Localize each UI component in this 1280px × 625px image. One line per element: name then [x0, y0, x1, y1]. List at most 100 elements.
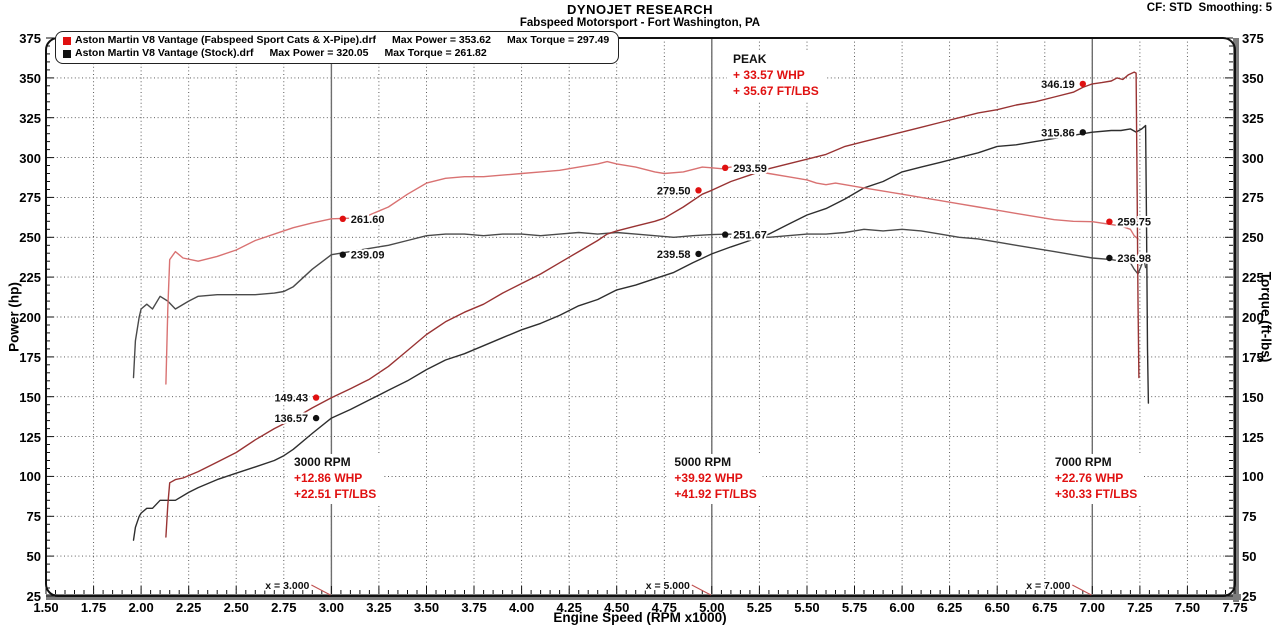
data-point-label: 293.59 — [733, 163, 767, 175]
data-point-label: 136.57 — [274, 413, 308, 425]
y-tick-label-left: 375 — [19, 31, 41, 46]
data-point-label: 239.09 — [351, 250, 385, 262]
x-tick-label: 7.50 — [1174, 600, 1201, 615]
data-point-label: 236.98 — [1117, 253, 1151, 265]
y-tick-label-right: 150 — [1242, 389, 1264, 405]
x-tick-label: 1.50 — [33, 600, 59, 615]
y-tick-label-left: 50 — [26, 549, 41, 565]
legend-entry-stock: Aston Martin V8 Vantage (Stock).drf Max … — [63, 47, 609, 60]
data-point-label: 149.43 — [274, 393, 308, 405]
marker-label: x = 5.000 — [646, 580, 690, 592]
annotation-rpm-3000: 3000 RPM +12.86 WHP +22.51 FT/LBS — [287, 454, 383, 505]
marker-label-leader — [691, 584, 712, 596]
y-tick-label-left: 175 — [19, 349, 41, 365]
x-tick-label: 3.00 — [318, 600, 345, 615]
x-tick-label: 5.00 — [699, 600, 725, 615]
y-tick-label-left: 150 — [19, 389, 41, 405]
marker-label-leader — [1072, 584, 1092, 596]
x-tick-label: 6.00 — [889, 600, 915, 615]
y-tick-label-right: 125 — [1242, 429, 1264, 445]
annotation-line: + 35.67 FT/LBS — [733, 83, 819, 98]
y-tick-label-left: 100 — [19, 469, 41, 485]
y-tick-label-right: 375 — [1242, 31, 1264, 46]
x-tick-label: 2.75 — [271, 600, 297, 615]
legend-marker-red-icon — [63, 36, 71, 45]
x-tick-label: 7.75 — [1222, 600, 1248, 615]
x-tick-label: 2.00 — [128, 600, 154, 615]
data-point-label: 259.75 — [1117, 217, 1151, 229]
y-tick-label-left: 125 — [19, 429, 41, 445]
x-tick-label: 4.25 — [556, 600, 582, 615]
data-point-label: 315.86 — [1041, 127, 1075, 139]
data-point-dot — [695, 187, 702, 194]
data-point-dot — [1079, 80, 1087, 88]
legend-max-power: Max Power = 353.62 — [392, 34, 491, 46]
legend-entry-fabspeed: Aston Martin V8 Vantage (Fabspeed Sport … — [63, 34, 609, 47]
marker-label-leader — [311, 584, 331, 596]
data-point-dot — [1106, 218, 1113, 225]
y-tick-label-right: 250 — [1242, 230, 1264, 246]
data-point-dot — [339, 215, 346, 222]
correction-smoothing-settings: CF: STD Smoothing: 5 — [1146, 2, 1272, 14]
data-point-dot — [1079, 129, 1087, 136]
y-tick-label-right: 350 — [1242, 70, 1264, 86]
curve-stock-torque — [132, 228, 1147, 379]
data-point-dot — [339, 251, 346, 258]
legend-run-name: Aston Martin V8 Vantage (Fabspeed Sport … — [75, 34, 377, 46]
x-tick-label: 6.75 — [1032, 600, 1058, 615]
legend-marker-black-icon — [63, 49, 71, 58]
y-tick-label-right: 25 — [1242, 589, 1257, 604]
data-point-label: 239.58 — [657, 249, 691, 261]
y-tick-label-right: 325 — [1242, 110, 1264, 126]
legend-max-power: Max Power = 320.05 — [269, 47, 369, 59]
legend-run-name: Aston Martin V8 Vantage (Stock).drf — [75, 47, 254, 59]
x-tick-label: 2.50 — [223, 600, 249, 615]
data-point-dot — [312, 414, 320, 422]
curve-fabspeed-power — [165, 71, 1140, 538]
y-tick-label-left: 25 — [26, 589, 41, 604]
x-tick-label: 3.25 — [366, 600, 392, 615]
y-tick-label-left: 325 — [19, 110, 41, 126]
x-tick-label: 5.25 — [746, 600, 773, 615]
data-point-label: 251.67 — [733, 230, 767, 242]
marker-label: x = 3.000 — [265, 580, 309, 592]
data-point-dot — [1106, 254, 1113, 262]
y-tick-label-left: 225 — [19, 270, 41, 286]
y-tick-label-right: 50 — [1242, 549, 1257, 565]
annotation-line: + 33.57 WHP — [733, 67, 805, 82]
annotation-line: PEAK — [733, 51, 767, 66]
curve-fabspeed-torque — [165, 160, 1139, 385]
annotation-line: +22.51 FT/LBS — [293, 487, 377, 502]
y-tick-label-left: 250 — [19, 230, 41, 246]
annotation-line: 7000 RPM — [1054, 455, 1112, 470]
x-tick-label: 3.75 — [461, 600, 487, 615]
data-point-label: 261.60 — [351, 214, 385, 226]
annotation-line: +41.92 FT/LBS — [674, 487, 757, 502]
y-tick-label-right: 200 — [1242, 310, 1264, 325]
y-tick-label-left: 300 — [19, 150, 41, 166]
x-tick-label: 6.25 — [936, 600, 963, 615]
page-subtitle: Fabspeed Motorsport - Fort Washington, P… — [519, 17, 761, 29]
x-tick-label: 4.50 — [604, 600, 630, 615]
x-tick-label: 6.50 — [984, 600, 1010, 615]
annotation-peak: PEAK + 33.57 WHP + 35.67 FT/LBS — [727, 50, 825, 101]
y-tick-label-left: 200 — [19, 310, 41, 325]
curve-stock-power — [132, 124, 1150, 541]
x-tick-label: 5.50 — [794, 600, 820, 615]
x-tick-label: 7.00 — [1079, 600, 1105, 615]
y-tick-label-right: 275 — [1242, 190, 1264, 206]
x-tick-label: 4.75 — [651, 600, 677, 615]
annotation-line: +39.92 WHP — [674, 471, 743, 486]
page-title: DYNOJET RESEARCH — [567, 2, 713, 17]
y-tick-label-right: 225 — [1242, 270, 1264, 286]
annotation-line: +12.86 WHP — [293, 471, 363, 486]
y-tick-label-right: 75 — [1242, 509, 1257, 525]
x-tick-label: 7.25 — [1127, 600, 1153, 615]
data-point-dot — [312, 394, 320, 401]
y-tick-label-right: 100 — [1242, 469, 1264, 485]
legend-max-torque: Max Torque = 297.49 — [506, 34, 610, 46]
x-axis-title: Engine Speed (RPM x1000) — [553, 610, 727, 625]
data-point-dot — [722, 231, 729, 238]
